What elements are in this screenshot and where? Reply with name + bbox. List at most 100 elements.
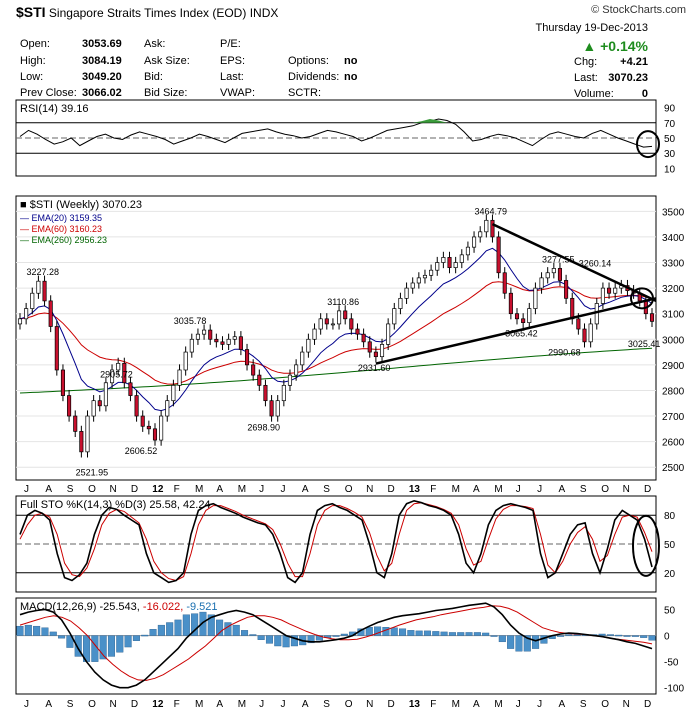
macd-hist-bar xyxy=(432,631,440,636)
change-pct: +0.14% xyxy=(600,38,648,54)
rsi-overbought-fill xyxy=(412,119,448,123)
macd-hist-bar xyxy=(615,634,623,637)
candle-body xyxy=(159,415,164,441)
candle-body xyxy=(312,328,317,340)
price-xlabel: M xyxy=(452,484,460,495)
candle-body xyxy=(502,272,507,294)
macd-xlabel: M xyxy=(238,699,246,710)
sctr-label: SCTR: xyxy=(288,87,321,99)
candle-body xyxy=(379,344,385,358)
candle-body xyxy=(373,351,378,358)
candle-body xyxy=(527,308,532,323)
price-xlabel: F xyxy=(174,484,180,495)
candle-body xyxy=(472,236,477,248)
macd-hist-bar xyxy=(49,631,57,636)
macd-hist-bar xyxy=(415,630,423,636)
sto-tick-50: 50 xyxy=(664,540,676,551)
price-xlabel: A xyxy=(473,484,480,495)
macd-xlabel: J xyxy=(537,699,542,710)
sto-tick-80: 80 xyxy=(664,511,676,522)
macd-hist-bar xyxy=(507,635,515,649)
price-annotation: 3035.78 xyxy=(174,316,207,326)
candle-body xyxy=(521,318,526,323)
macd-hist-bar xyxy=(640,635,648,638)
macd-hist-bar xyxy=(648,635,656,641)
candle-body xyxy=(318,318,323,330)
candle-body xyxy=(367,341,372,353)
macd-hist-bar xyxy=(498,635,506,643)
ema260-legend: — EMA(260) 2956.23 xyxy=(20,235,107,245)
macd-panel xyxy=(15,597,657,695)
candle-body xyxy=(349,318,354,330)
candle-body xyxy=(447,257,452,268)
candle-body xyxy=(496,236,501,274)
price-annotation: 2905.72 xyxy=(100,369,133,379)
candle-body xyxy=(582,328,587,343)
macd-hist-bar xyxy=(290,635,298,647)
price-xlabel: A xyxy=(216,484,223,495)
macd-hist-bar xyxy=(457,632,465,636)
macd-hist-bar xyxy=(423,630,432,636)
macd-hist-bar xyxy=(91,635,99,662)
macd-hist-bar xyxy=(374,626,382,636)
macd-xlabel: O xyxy=(345,699,353,710)
macd-tick--100: -100 xyxy=(664,684,684,695)
rsi-tick-10: 10 xyxy=(664,164,676,175)
prev-close-value: 3066.02 xyxy=(82,87,122,99)
price-xlabel: J xyxy=(537,484,542,495)
candle-body xyxy=(103,382,108,407)
candle-body xyxy=(30,292,35,309)
macd-hist-bar xyxy=(440,631,448,636)
macd-xlabel: J xyxy=(516,699,521,710)
candle-body xyxy=(97,400,102,407)
price-xlabel: N xyxy=(366,484,373,495)
macd-xlabel: D xyxy=(644,699,651,710)
macd-hist-bar xyxy=(257,635,265,640)
candle-body xyxy=(79,431,84,453)
price-xlabel: J xyxy=(259,484,264,495)
price-xlabel: A xyxy=(558,484,565,495)
candle-body xyxy=(146,425,151,430)
candle-body xyxy=(122,362,127,384)
eps-label: EPS: xyxy=(220,55,246,67)
candle-body xyxy=(539,277,544,289)
price-circle-annotation xyxy=(630,287,654,310)
macd-hist-bar xyxy=(365,627,373,636)
symbol: $STI xyxy=(16,4,46,20)
rsi-legend: RSI(14) 39.16 xyxy=(20,103,88,115)
candle-body xyxy=(251,364,256,376)
macd-xlabel: N xyxy=(110,699,117,710)
candle-body xyxy=(287,374,293,386)
ema60-line xyxy=(19,281,653,385)
price-tick-2600: 2600 xyxy=(662,438,685,449)
macd-xlabel: 13 xyxy=(409,699,421,710)
candle-body xyxy=(355,328,360,335)
macd-hist-bar xyxy=(124,635,132,648)
macd-xlabel: M xyxy=(195,699,203,710)
candle-body xyxy=(600,287,605,304)
index-name: Singapore Straits Times Index (EOD) xyxy=(48,6,247,20)
candle-body xyxy=(128,382,133,396)
candle-body xyxy=(214,338,219,343)
price-annotation: 2606.52 xyxy=(125,446,158,456)
dividends-label: Dividends: xyxy=(288,71,340,83)
open-label: Open: xyxy=(20,38,50,50)
price-tick-2500: 2500 xyxy=(662,463,685,474)
price-annotation: 3227.28 xyxy=(27,267,60,277)
candle-body xyxy=(613,287,618,294)
macd-hist-bar xyxy=(565,634,573,636)
exchange: INDX xyxy=(249,6,279,20)
candle-body xyxy=(410,282,415,289)
candle-body xyxy=(392,308,397,325)
candle-body xyxy=(208,329,213,340)
macd-hist-bar xyxy=(282,635,290,648)
ema20-line xyxy=(19,247,653,412)
price-xlabel: M xyxy=(238,484,246,495)
price-xlabel: S xyxy=(323,484,330,495)
macd-hist-bar xyxy=(274,635,282,647)
macd-hist-bar xyxy=(141,634,149,637)
candle-body xyxy=(60,369,65,396)
high-label: High: xyxy=(20,55,46,67)
macd-hist-bar xyxy=(182,614,190,636)
price-tick-3100: 3100 xyxy=(662,310,685,321)
